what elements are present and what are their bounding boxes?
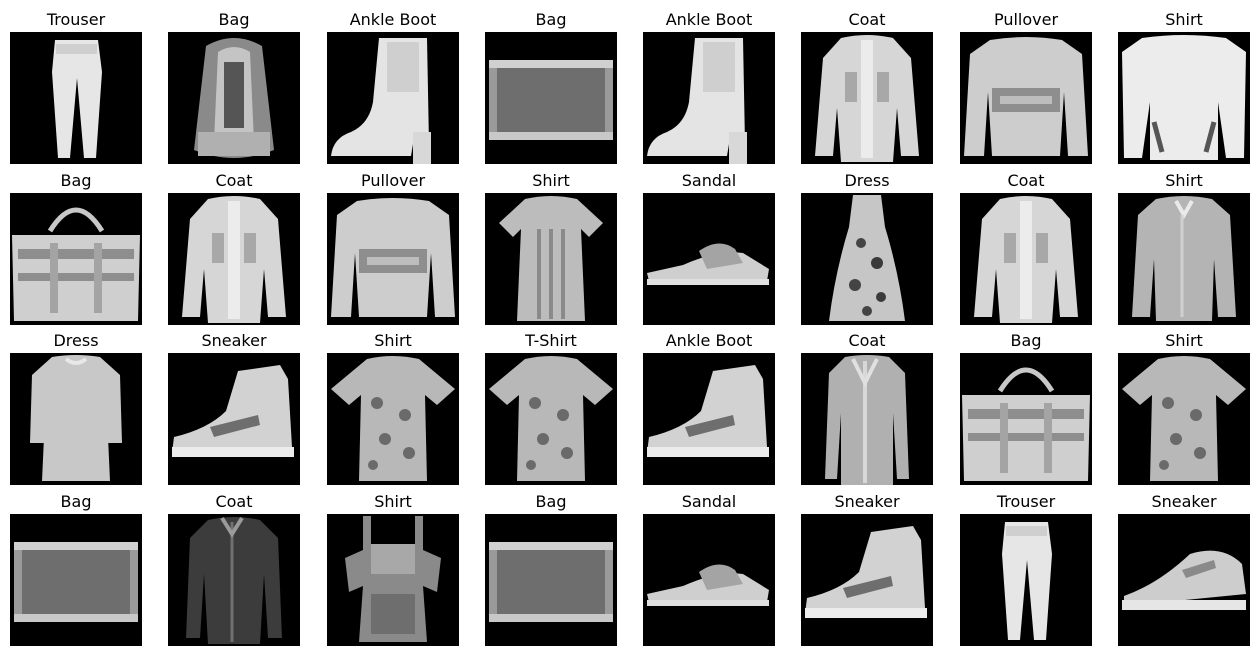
cell-title: Pullover [360, 171, 426, 190]
cell-title: Shirt [374, 331, 412, 350]
cell-title: Shirt [532, 171, 570, 190]
ankle-boot-image [643, 32, 775, 164]
cell-title: Trouser [46, 10, 106, 29]
cell-title: Bag [535, 10, 567, 29]
cell-title: Coat [848, 10, 886, 29]
cell-title: Bag [1010, 331, 1042, 350]
bag-image [168, 32, 300, 164]
cell-title: Shirt [1165, 10, 1203, 29]
cell-title: Bag [535, 492, 567, 511]
trouser-image [10, 32, 142, 164]
sneaker-image [168, 353, 300, 485]
cell-title: Bag [218, 10, 250, 29]
cell-title: Trouser [996, 492, 1056, 511]
cell-title: Ankle Boot [349, 10, 437, 29]
cell-title: Shirt [374, 492, 412, 511]
cell-title: Sandal [681, 492, 737, 511]
shirt-image [485, 193, 617, 325]
trouser-image [960, 514, 1092, 646]
cell-title: Sneaker [1151, 492, 1217, 511]
coat-image [960, 193, 1092, 325]
cell-title: Coat [1007, 171, 1045, 190]
sandal-image [643, 193, 775, 325]
cell-title: T-Shirt [525, 331, 577, 350]
cell-title: Ankle Boot [665, 331, 753, 350]
sneaker-image [1118, 514, 1250, 646]
bag-image [485, 514, 617, 646]
bag-image [485, 32, 617, 164]
ankle-boot-image [643, 353, 775, 485]
coat-image [801, 353, 933, 485]
ankle-boot-image [327, 32, 459, 164]
bag-image [10, 514, 142, 646]
coat-image [168, 193, 300, 325]
coat-image [801, 32, 933, 164]
cell-title: Ankle Boot [665, 10, 753, 29]
cell-title: Coat [215, 171, 253, 190]
dress-image [801, 193, 933, 325]
bag-image [960, 353, 1092, 485]
cell-title: Coat [848, 331, 886, 350]
dress-image [10, 353, 142, 485]
t-shirt-image [485, 353, 617, 485]
cell-title: Sneaker [201, 331, 267, 350]
cell-title: Pullover [993, 10, 1059, 29]
cell-title: Dress [844, 171, 890, 190]
cell-title: Bag [60, 492, 92, 511]
shirt-image [327, 514, 459, 646]
coat-image [168, 514, 300, 646]
shirt-image [1118, 193, 1250, 325]
sandal-image [643, 514, 775, 646]
shirt-image [1118, 353, 1250, 485]
cell-title: Shirt [1165, 331, 1203, 350]
sneaker-image [801, 514, 933, 646]
bag-image [10, 193, 142, 325]
pullover-image [327, 193, 459, 325]
cell-title: Bag [60, 171, 92, 190]
shirt-image [1118, 32, 1250, 164]
cell-title: Sneaker [834, 492, 900, 511]
cell-title: Shirt [1165, 171, 1203, 190]
shirt-image [327, 353, 459, 485]
cell-title: Coat [215, 492, 253, 511]
pullover-image [960, 32, 1092, 164]
cell-title: Sandal [681, 171, 737, 190]
cell-title: Dress [53, 331, 99, 350]
